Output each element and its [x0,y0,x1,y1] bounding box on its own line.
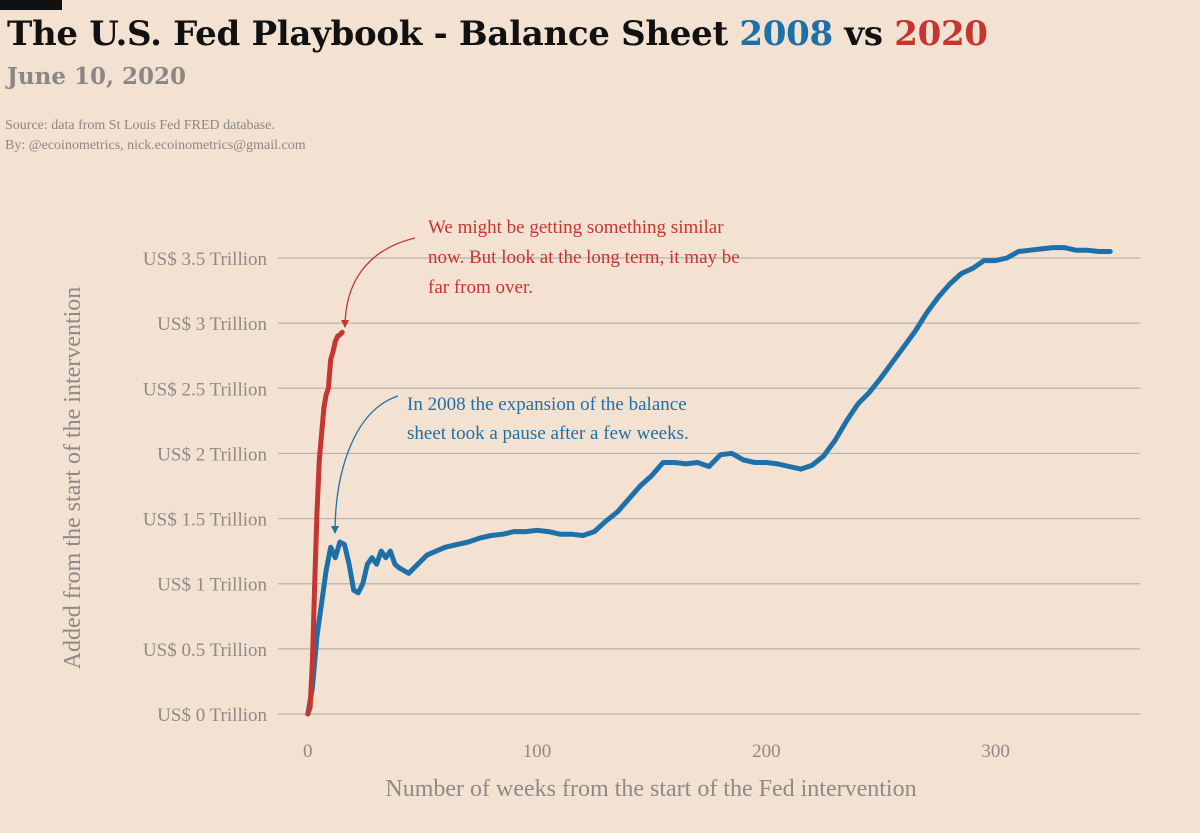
annotation-2020-line-2: now. But look at the long term, it may b… [428,247,740,268]
y-tick-label-2: US$ 1 Trillion [157,575,267,596]
series-lines [305,245,1113,717]
chart-date: June 10, 2020 [7,63,187,90]
y-tick-label-3: US$ 1.5 Trillion [143,510,268,531]
annotation-2008-line-2: sheet took a pause after a few weeks. [407,423,689,444]
byline-note: By: @ecoinometrics, nick.ecoinometrics@g… [5,138,306,153]
x-axis-title: Number of weeks from the start of the Fe… [385,776,916,802]
source-note: Source: data from St Louis Fed FRED data… [5,118,275,133]
annotation-arrow-2020 [341,237,416,328]
x-tick-label-3: 300 [981,741,1010,762]
title-year-2008: 2008 [739,14,833,54]
annotation-2020-line-3: far from over. [428,277,533,298]
x-tick-label-0: 0 [303,741,313,762]
y-tick-label-4: US$ 2 Trillion [157,444,267,465]
corner-accent-bar [0,0,62,10]
gridlines [278,257,1140,715]
annotation-2020-line-1: We might be getting something similar [428,217,724,238]
y-tick-label-1: US$ 0.5 Trillion [143,640,268,661]
y-tick-label-0: US$ 0 Trillion [157,705,267,726]
y-tick-label-6: US$ 3 Trillion [157,314,267,335]
title-vs: vs [832,14,895,54]
series-line-2008 [305,245,1113,717]
y-axis-title: Added from the start of the intervention [60,287,86,670]
chart-title: The U.S. Fed Playbook - Balance Sheet 20… [7,14,988,54]
x-axis-ticks: 0 100 200 300 [303,741,1010,762]
series-line-2020 [305,329,345,717]
annotation-arrow-2008 [331,395,399,534]
y-tick-label-7: US$ 3.5 Trillion [143,249,268,270]
y-tick-label-5: US$ 2.5 Trillion [143,379,268,400]
title-main: The U.S. Fed Playbook - Balance Sheet [7,14,740,54]
annotation-2008-line-1: In 2008 the expansion of the balance [407,394,687,415]
x-tick-label-2: 200 [752,741,781,762]
y-axis-ticks: US$ 0 Trillion US$ 0.5 Trillion US$ 1 Tril… [143,249,268,726]
title-year-2020: 2020 [894,14,988,54]
x-tick-label-1: 100 [523,741,552,762]
